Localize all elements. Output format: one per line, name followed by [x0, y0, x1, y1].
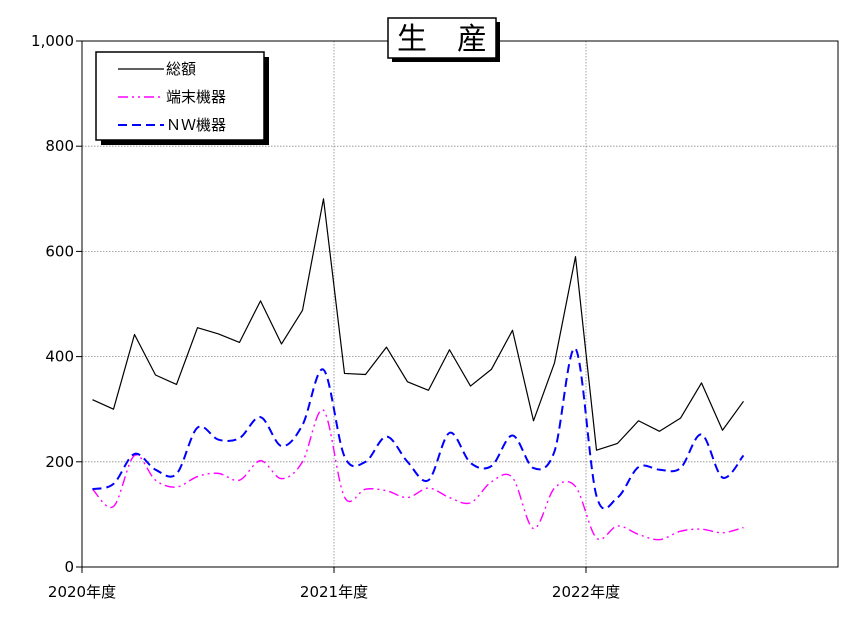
series-line-2 [91, 409, 744, 541]
y-tick-label: 1,000 [31, 32, 74, 50]
y-tick-label: 200 [45, 453, 74, 471]
chart-title-frame [387, 17, 497, 59]
axis-layer: 0 200 400 600 800 1,000 2020年度 2021年度 2022年度 [31, 32, 620, 601]
legend-label-3: ＮＷ機器 [166, 116, 226, 134]
grid-layer [82, 41, 838, 567]
legend-label-2: 端末機器 [166, 88, 226, 106]
series-line-3 [92, 347, 745, 510]
y-tick-label: 600 [45, 242, 74, 260]
y-tick-label: 0 [64, 558, 74, 576]
x-tick-label: 2021年度 [300, 583, 368, 601]
x-tick-label: 2020年度 [48, 583, 116, 601]
chart-title-box: 生 産 [387, 17, 500, 62]
y-tick-label: 800 [45, 137, 74, 155]
series-line-1 [92, 198, 744, 451]
legend-label-1: 総額 [166, 60, 196, 78]
y-tick-label: 400 [45, 348, 74, 366]
series-layer [91, 198, 745, 541]
chart-title: 生 産 [397, 22, 487, 57]
x-tick-label: 2022年度 [552, 583, 620, 601]
